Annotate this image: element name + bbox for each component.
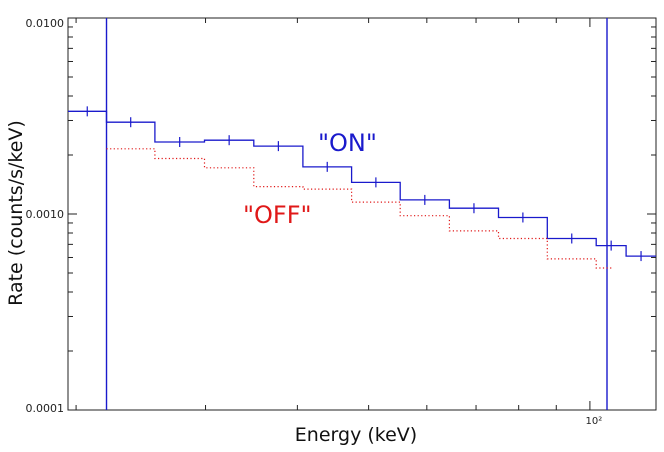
axis-ticks: 0.0100 0.0010 0.0001 10² [26, 17, 656, 427]
legend-off: "OFF" [243, 201, 312, 229]
x-tick-label: 10² [586, 416, 603, 427]
vertical-marker-lines [105, 18, 608, 410]
y-axis-label: Rate (counts/s/keV) [5, 120, 27, 306]
legend-on: "ON" [318, 129, 377, 157]
y-tick-label: 0.0100 [26, 17, 65, 30]
y-tick-label: 0.0010 [26, 208, 65, 221]
series-on [68, 106, 656, 262]
y-tick-label: 0.0001 [26, 402, 65, 415]
series-layer [68, 106, 656, 269]
series-off-step-line [106, 148, 612, 269]
x-axis-label: Energy (keV) [295, 424, 417, 446]
series-off [106, 148, 612, 269]
